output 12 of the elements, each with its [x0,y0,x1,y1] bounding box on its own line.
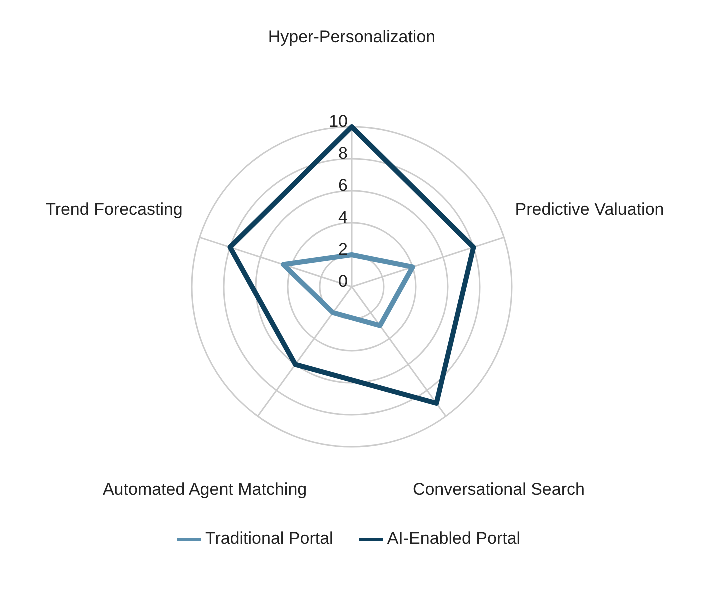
y-tick-label: 4 [338,208,348,227]
y-tick-label: 6 [338,176,348,195]
legend-label: AI-Enabled Portal [387,529,521,548]
y-tick-label: 10 [329,112,348,131]
legend-label: Traditional Portal [205,529,334,548]
spoke-label: Automated Agent Matching [102,480,308,499]
spoke-label: Conversational Search [412,480,585,499]
spoke-label: Hyper-Personalization [268,28,436,46]
y-tick-label: 0 [338,272,348,291]
spoke-label: Predictive Valuation [515,200,664,220]
spoke-label: Trend Forecasting [46,200,183,220]
y-tick-label: 8 [338,144,348,163]
